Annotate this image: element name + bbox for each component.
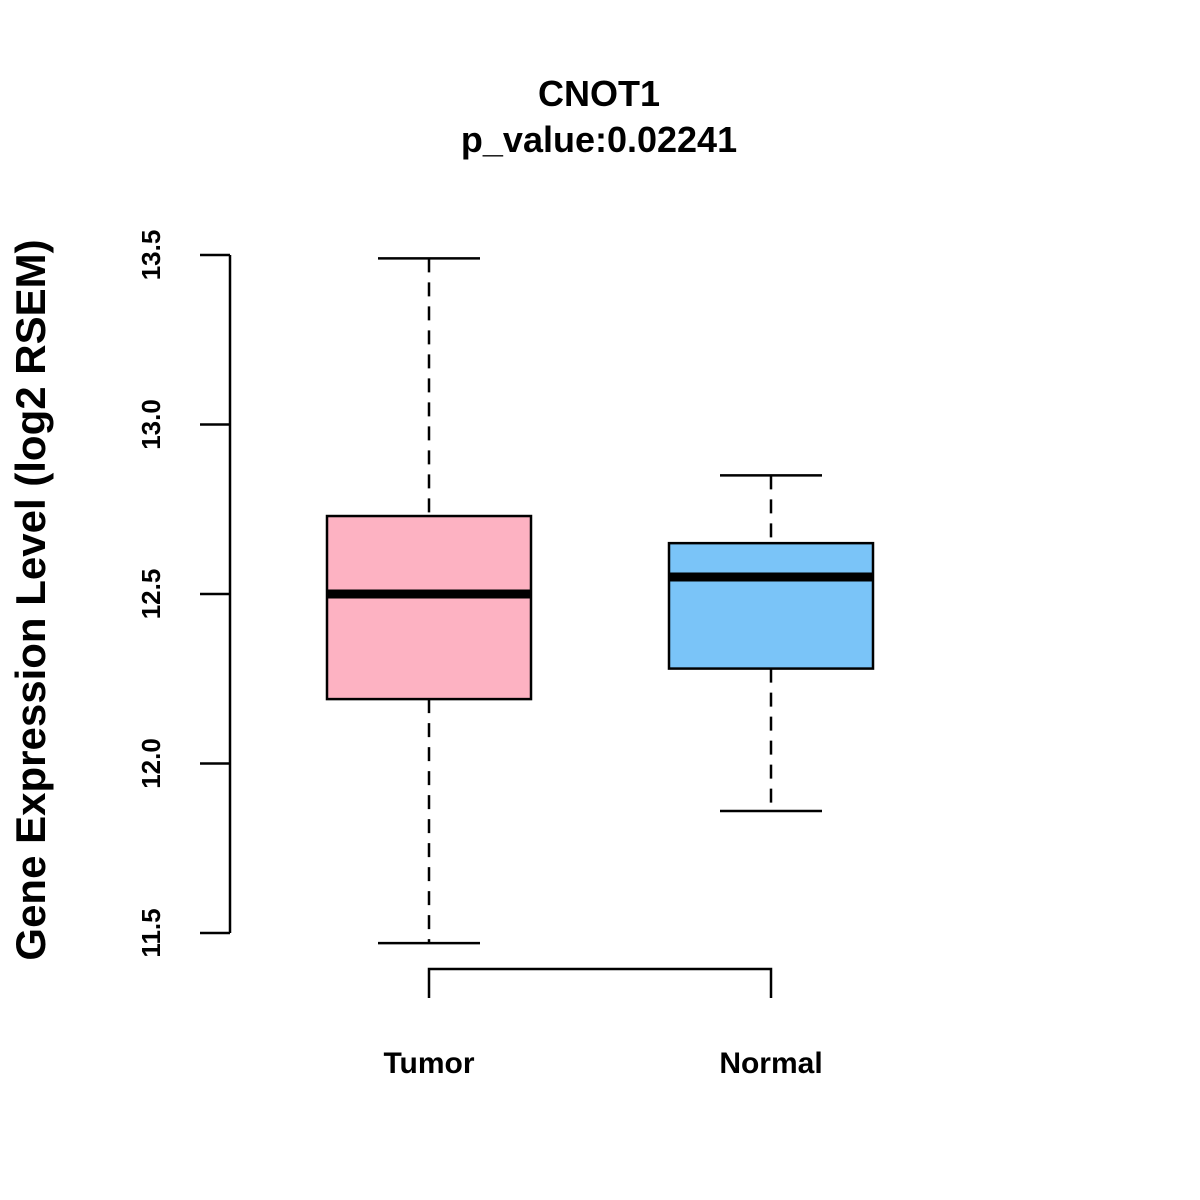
y-tick-label: 11.5 <box>136 908 166 957</box>
box-series <box>325 257 875 945</box>
iqr-box <box>325 514 533 701</box>
iqr-box <box>667 541 875 670</box>
y-axis: 11.5 12.0 12.5 13.0 13.5 <box>136 230 232 958</box>
y-tick-label: 12.5 <box>136 569 166 620</box>
category-label-normal: Normal <box>719 1047 822 1080</box>
chart-title: CNOT1 <box>538 73 660 114</box>
category-label-tumor: Tumor <box>383 1047 474 1080</box>
bracket-line <box>427 967 773 998</box>
chart-subtitle: p_value:0.02241 <box>461 119 737 160</box>
y-tick-label: 13.5 <box>136 230 166 281</box>
y-tick-label: 12.0 <box>136 738 166 789</box>
box-normal <box>667 474 875 813</box>
comparison-bracket <box>427 967 773 998</box>
y-tick-label: 13.0 <box>136 399 166 450</box>
category-labels: Tumor Normal <box>383 1047 822 1080</box>
box-tumor <box>325 257 533 945</box>
y-axis-label: Gene Expression Level (log2 RSEM) <box>7 239 54 960</box>
